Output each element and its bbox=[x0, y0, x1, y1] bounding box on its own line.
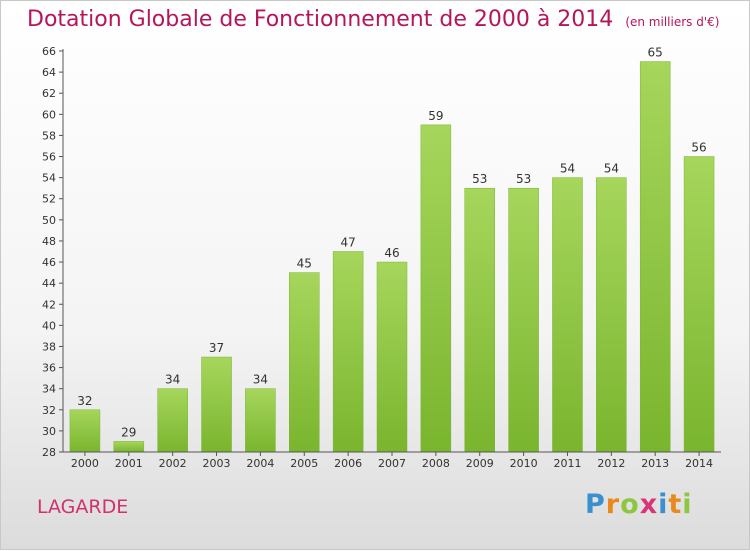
y-tick-label: 64 bbox=[42, 66, 56, 79]
logo-letter: t bbox=[668, 489, 683, 520]
place-name: LAGARDE bbox=[37, 496, 129, 518]
y-tick-label: 40 bbox=[42, 319, 56, 332]
x-tick-label: 2009 bbox=[466, 457, 494, 470]
bar bbox=[157, 388, 188, 453]
y-tick-label: 56 bbox=[42, 151, 56, 164]
bar bbox=[596, 177, 627, 453]
x-tick-label: 2014 bbox=[685, 457, 713, 470]
x-tick-label: 2002 bbox=[159, 457, 187, 470]
y-tick-label: 62 bbox=[42, 87, 56, 100]
bar bbox=[113, 441, 145, 453]
x-tick-label: 2001 bbox=[115, 457, 143, 470]
x-tick-label: 2011 bbox=[553, 457, 581, 470]
y-tick-label: 30 bbox=[42, 425, 56, 438]
y-tick-label: 66 bbox=[42, 45, 56, 58]
x-tick-label: 2003 bbox=[203, 457, 231, 470]
chart-title: Dotation Globale de Fonctionnement de 20… bbox=[27, 7, 719, 32]
y-axis: 28 30 32 34 36 38 40 42 44 46 48 50 52 54 56 58 60 62 64 66 bbox=[42, 45, 64, 459]
y-tick-label: 52 bbox=[42, 193, 56, 206]
bar-value-label: 53 bbox=[516, 172, 531, 186]
x-tick-label: 2012 bbox=[597, 457, 625, 470]
logo-letter: r bbox=[605, 489, 621, 520]
bar bbox=[245, 388, 276, 453]
bar-value-label: 46 bbox=[384, 246, 399, 260]
bar-value-label: 32 bbox=[77, 394, 92, 408]
x-tick-label: 2010 bbox=[510, 457, 538, 470]
bar-value-label: 37 bbox=[209, 341, 224, 355]
y-tick-label: 38 bbox=[42, 340, 56, 353]
bar-value-label: 47 bbox=[340, 236, 355, 250]
bar bbox=[69, 409, 101, 453]
y-tick-label: 48 bbox=[42, 235, 56, 248]
logo-letter: o bbox=[620, 489, 640, 520]
x-tick-label: 2005 bbox=[290, 457, 318, 470]
bar-value-label: 29 bbox=[121, 425, 136, 439]
bar-value-label: 56 bbox=[691, 141, 706, 155]
bar bbox=[376, 261, 408, 453]
bar-value-label: 34 bbox=[253, 373, 268, 387]
bar bbox=[201, 356, 232, 453]
bar bbox=[552, 177, 583, 453]
x-tick-label: 2007 bbox=[378, 457, 406, 470]
x-tick-label: 2008 bbox=[422, 457, 450, 470]
bar-value-label: 53 bbox=[472, 172, 487, 186]
x-tick-label: 2004 bbox=[246, 457, 274, 470]
y-tick-label: 34 bbox=[42, 383, 56, 396]
bar bbox=[332, 251, 364, 453]
bar-value-label: 45 bbox=[297, 257, 312, 271]
chart-subtitle: (en milliers d'€) bbox=[625, 15, 720, 29]
logo-letter: i bbox=[658, 489, 669, 520]
y-tick-label: 60 bbox=[42, 108, 56, 121]
bar bbox=[289, 272, 320, 453]
logo-letter: P bbox=[585, 489, 606, 520]
y-tick-label: 32 bbox=[42, 404, 56, 417]
bar bbox=[683, 156, 715, 453]
chart-title-text: Dotation Globale de Fonctionnement de 20… bbox=[27, 7, 614, 32]
logo-letter: x bbox=[639, 489, 659, 520]
y-tick-label: 58 bbox=[42, 129, 56, 142]
x-tick-label: 2000 bbox=[71, 457, 99, 470]
bar bbox=[464, 187, 495, 453]
x-tick-label: 2006 bbox=[334, 457, 362, 470]
bar-value-label: 54 bbox=[604, 162, 619, 176]
y-tick-label: 50 bbox=[42, 214, 56, 227]
proxiti-logo[interactable]: Proxiti bbox=[585, 489, 693, 520]
y-tick-label: 28 bbox=[42, 446, 56, 459]
bar bbox=[508, 187, 539, 453]
logo-letter: i bbox=[682, 489, 693, 520]
bars-group: 32 29 34 37 34 45 47 46 59 53 53 54 54 65 56 bbox=[69, 46, 715, 453]
bar-value-label: 65 bbox=[648, 46, 663, 60]
bar-value-label: 34 bbox=[165, 373, 180, 387]
y-tick-label: 44 bbox=[42, 277, 56, 290]
y-tick-label: 46 bbox=[42, 256, 56, 269]
bar bbox=[639, 61, 671, 453]
y-tick-label: 36 bbox=[42, 362, 56, 375]
y-tick-label: 54 bbox=[42, 172, 56, 185]
x-axis: 2000 2001 2002 2003 2004 2005 2006 2007 2008 2009… bbox=[63, 451, 721, 470]
y-tick-label: 42 bbox=[42, 298, 56, 311]
bar bbox=[420, 124, 452, 453]
bar-value-label: 59 bbox=[428, 109, 443, 123]
bar-value-label: 54 bbox=[560, 162, 575, 176]
x-tick-label: 2013 bbox=[641, 457, 669, 470]
